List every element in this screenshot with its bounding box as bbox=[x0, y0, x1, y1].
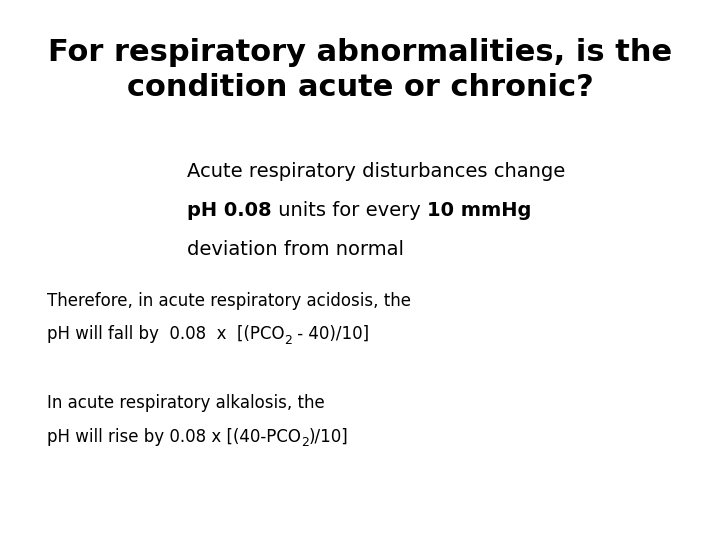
Text: 2: 2 bbox=[284, 334, 292, 347]
Text: )/10]: )/10] bbox=[309, 428, 348, 445]
Text: units for every: units for every bbox=[272, 201, 427, 220]
Text: pH will rise by 0.08 x [(40-PCO: pH will rise by 0.08 x [(40-PCO bbox=[47, 428, 301, 445]
Text: Therefore, in acute respiratory acidosis, the: Therefore, in acute respiratory acidosis… bbox=[47, 292, 411, 309]
Text: - 40)/10]: - 40)/10] bbox=[292, 325, 369, 343]
Text: 10 mmHg: 10 mmHg bbox=[427, 201, 531, 220]
Text: Acute respiratory disturbances change: Acute respiratory disturbances change bbox=[187, 162, 565, 181]
Text: deviation from normal: deviation from normal bbox=[187, 240, 404, 259]
Text: For respiratory abnormalities, is the
condition acute or chronic?: For respiratory abnormalities, is the co… bbox=[48, 38, 672, 102]
Text: 2: 2 bbox=[301, 436, 309, 449]
Text: pH will fall by  0.08  x  [(PCO: pH will fall by 0.08 x [(PCO bbox=[47, 325, 284, 343]
Text: pH 0.08: pH 0.08 bbox=[187, 201, 272, 220]
Text: In acute respiratory alkalosis, the: In acute respiratory alkalosis, the bbox=[47, 394, 325, 412]
